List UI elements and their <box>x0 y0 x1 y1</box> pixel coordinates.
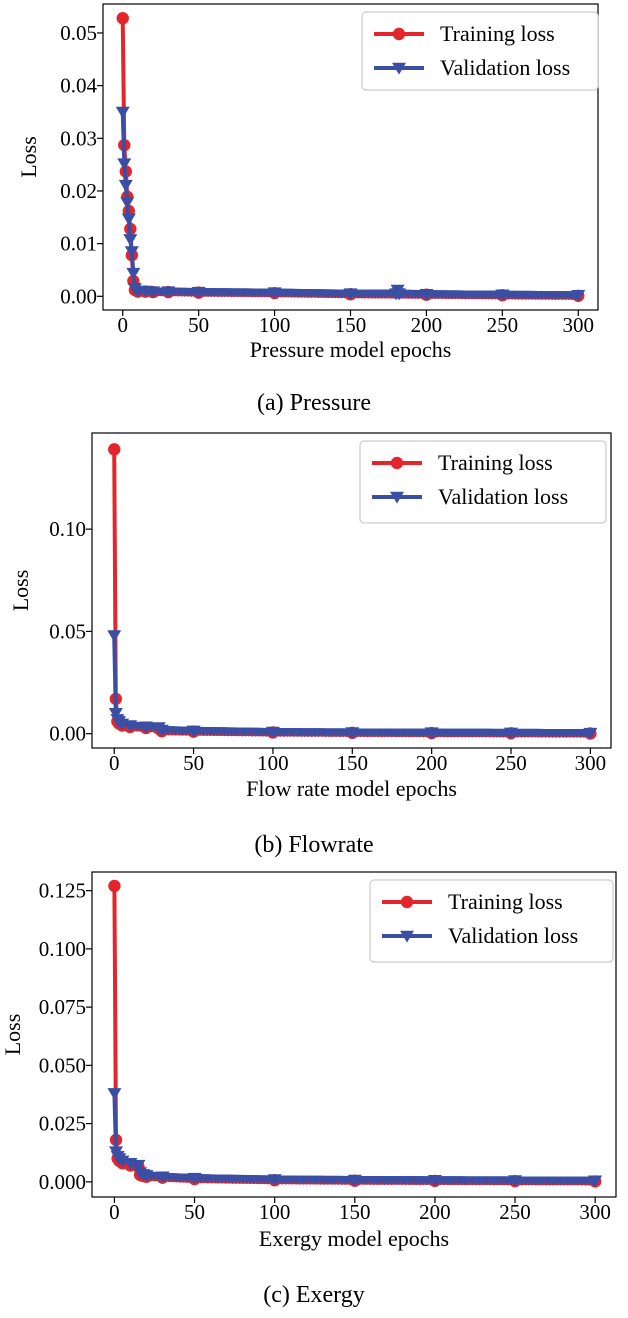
legend-triangle-marker <box>390 491 404 504</box>
validation-loss-point <box>123 234 138 247</box>
y-tick-label: 0.04 <box>60 74 97 98</box>
y-tick-label: 0.00 <box>60 284 97 308</box>
y-tick-label: 0.10 <box>49 517 86 541</box>
y-tick-label: 0.050 <box>39 1053 86 1077</box>
legend-training-label: Training loss <box>448 889 563 914</box>
x-tick-label: 0 <box>109 751 120 775</box>
x-tick-label: 300 <box>563 313 595 337</box>
plot-area <box>107 443 598 740</box>
legend-validation-label: Validation loss <box>438 484 568 509</box>
validation-loss-point <box>118 179 133 192</box>
axes-frame <box>91 432 612 749</box>
x-tick-label: 200 <box>419 1200 451 1224</box>
x-tick-label: 200 <box>411 313 443 337</box>
x-tick-label: 50 <box>188 313 209 337</box>
validation-loss-point <box>120 197 135 210</box>
y-tick-label: 0.075 <box>39 995 86 1019</box>
chart-panel-pressure: 0 50 100 150 200 250 300 0.00 0.01 0.02 0.03 0.04 0.… <box>0 0 628 430</box>
x-tick-label: 300 <box>575 751 607 775</box>
legend-validation-label: Validation loss <box>448 923 578 948</box>
x-tick-label: 200 <box>416 751 448 775</box>
x-axis-label: Pressure model epochs <box>250 337 452 362</box>
validation-loss-point <box>126 267 141 280</box>
x-tick-label: 150 <box>339 1200 371 1224</box>
legend-circle-marker <box>400 895 414 909</box>
x-tick-label: 150 <box>335 313 367 337</box>
validation-loss-line <box>112 1093 596 1183</box>
y-tick-label: 0.125 <box>39 879 86 903</box>
x-tick-label: 50 <box>184 1200 205 1224</box>
x-tick-label: 100 <box>257 751 289 775</box>
validation-loss-line <box>112 635 591 736</box>
training-loss-point <box>108 879 121 893</box>
training-loss-point <box>116 12 129 25</box>
y-axis-label: Loss <box>16 136 41 178</box>
validation-loss-point <box>107 630 122 643</box>
x-tick-label: 0 <box>117 313 128 337</box>
legend-training-label: Training loss <box>440 21 555 46</box>
chart-caption: (c) Exergy <box>263 1282 365 1308</box>
x-tick-label: 250 <box>487 313 519 337</box>
legend-training-label: Training loss <box>438 450 553 475</box>
y-tick-label: 0.01 <box>60 232 97 256</box>
x-axis-label: Flow rate model epochs <box>246 776 457 801</box>
chart-panel-exergy: 0 50 100 150 200 250 300 0.000 0.025 0.050 0.075 0.… <box>0 870 628 1313</box>
x-tick-label: 300 <box>579 1200 611 1224</box>
validation-loss-line <box>120 111 579 298</box>
validation-loss-tail-marker <box>132 1160 143 1170</box>
y-tick-label: 0.05 <box>49 619 86 643</box>
plot-area <box>107 879 603 1188</box>
legend-validation-label: Validation loss <box>440 55 570 80</box>
x-axis-label: Exergy model epochs <box>259 1226 449 1251</box>
axes-frame <box>91 871 617 1198</box>
legend-triangle-marker <box>400 930 414 943</box>
legend: Training loss Validation loss <box>361 11 599 91</box>
training-loss-point <box>108 443 121 456</box>
x-tick-label: 100 <box>259 313 291 337</box>
validation-loss-point <box>107 1088 122 1100</box>
legend-circle-marker <box>390 456 404 470</box>
x-tick-label: 100 <box>259 1200 291 1224</box>
chart-caption: (b) Flowrate <box>254 832 373 858</box>
chart-caption: (a) Pressure <box>257 390 371 416</box>
validation-loss-point <box>124 246 139 259</box>
y-tick-label: 0.100 <box>39 937 86 961</box>
validation-loss-point <box>108 707 123 720</box>
validation-loss-tail-marker <box>570 291 581 301</box>
legend-circle-marker <box>392 27 406 41</box>
x-tick-label: 250 <box>499 1200 531 1224</box>
x-tick-label: 50 <box>183 751 204 775</box>
x-tick-label: 150 <box>337 751 369 775</box>
exergy-loss-chart: 0 50 100 150 200 250 300 0.000 0.025 0.050 0.075 0.… <box>0 871 617 1308</box>
plot-area <box>115 12 586 302</box>
legend: Training loss Validation loss <box>359 440 607 524</box>
y-tick-label: 0.000 <box>39 1170 86 1194</box>
flowrate-loss-chart: 0 50 100 150 200 250 300 0.00 0.05 0.10 Flow rate … <box>8 432 612 858</box>
validation-loss-point <box>117 158 132 171</box>
y-tick-label: 0.05 <box>60 21 97 45</box>
legend-triangle-marker <box>392 62 406 75</box>
validation-loss-point <box>115 106 130 119</box>
validation-loss-point <box>121 213 136 226</box>
y-tick-label: 0.025 <box>39 1112 86 1136</box>
legend: Training loss Validation loss <box>369 879 614 963</box>
y-axis-label: Loss <box>8 570 33 612</box>
x-tick-label: 250 <box>495 751 527 775</box>
y-axis-label: Loss <box>0 1014 25 1056</box>
x-tick-label: 0 <box>109 1200 120 1224</box>
validation-loss-tail-marker <box>582 729 593 739</box>
chart-panel-flowrate: 0 50 100 150 200 250 300 0.00 0.05 0.10 Flow rate … <box>0 430 628 870</box>
validation-loss-tail-marker <box>587 1176 598 1186</box>
legend-box <box>361 11 599 91</box>
y-tick-label: 0.00 <box>49 722 86 746</box>
y-tick-label: 0.03 <box>60 126 97 150</box>
y-tick-label: 0.02 <box>60 179 97 203</box>
pressure-loss-chart: 0 50 100 150 200 250 300 0.00 0.01 0.02 0.03 0.04 0.… <box>16 3 599 416</box>
